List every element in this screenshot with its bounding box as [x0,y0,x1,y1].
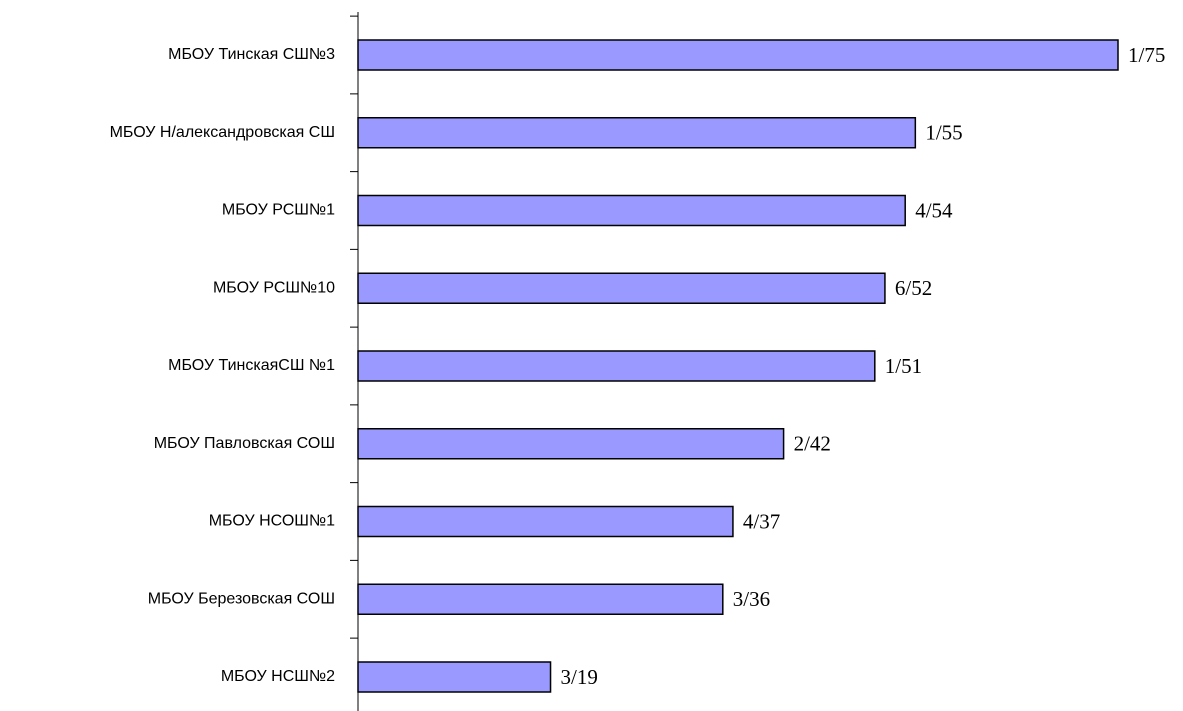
bar [357,583,724,615]
data-label: 1/75 [1128,43,1165,67]
category-label: МБОУ Березовская СОШ [148,590,335,607]
data-label: 1/55 [925,121,962,145]
category-label: МБОУ НСШ№2 [221,668,335,685]
category-label: МБОУ РСШ№1 [222,202,335,219]
category-label: МБОУ РСШ№10 [213,279,335,296]
data-label: 2/42 [794,432,831,456]
bar [357,117,917,149]
bar [357,350,876,382]
bar [357,272,886,304]
category-label: МБОУ Тинская СШ№3 [168,46,335,63]
data-label: 1/51 [885,354,922,378]
bar [357,428,785,460]
category-label: МБОУ Павловская СОШ [154,435,335,452]
data-label: 4/37 [743,509,780,533]
category-label: МБОУ НСОШ№1 [209,513,335,530]
data-label: 3/19 [561,665,598,689]
category-label: МБОУ Н/александровская СШ [110,124,335,141]
data-label: 4/54 [915,198,953,222]
bar [357,661,552,693]
data-label: 6/52 [895,276,932,300]
bar [357,194,906,227]
category-label: МБОУ ТинскаяСШ №1 [168,357,335,374]
bar [357,39,1119,71]
bar [357,505,734,538]
data-label: 3/36 [733,587,770,611]
